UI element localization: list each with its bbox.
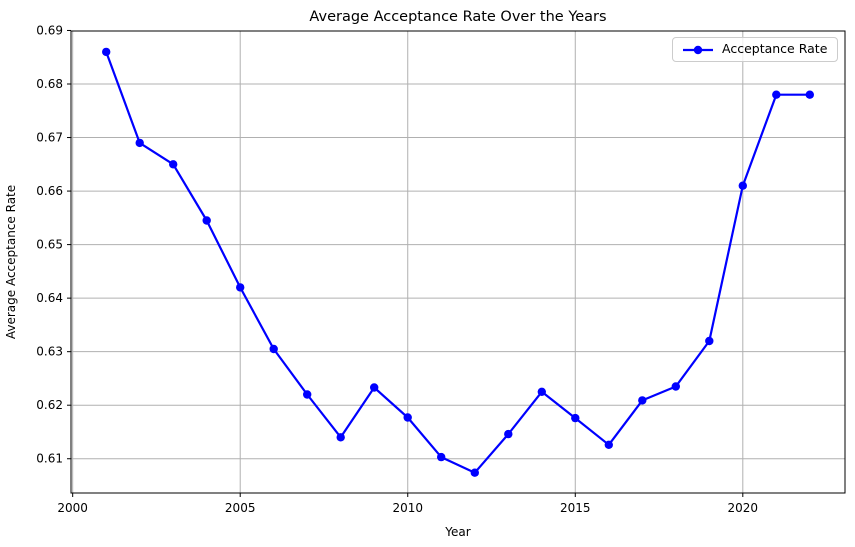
y-axis-label: Average Acceptance Rate [4,185,18,339]
data-point-2008 [336,433,345,442]
data-point-2019 [705,336,714,346]
x-tick-label: 2005 [225,501,256,515]
data-point-2012 [470,468,479,477]
x-tick-label: 2020 [728,501,759,515]
data-point-2002 [135,138,144,148]
y-tick-label: 0.61 [36,452,63,466]
legend: Acceptance Rate [672,37,839,62]
data-point-2020 [738,181,747,190]
data-point-2018 [671,382,680,391]
y-tick-label: 0.63 [36,345,63,359]
data-point-2005 [236,283,245,292]
data-point-2009 [370,383,379,392]
data-point-2003 [169,160,178,169]
data-point-2014 [537,387,546,396]
data-point-2010 [403,413,412,422]
data-point-2022 [805,90,814,99]
data-point-2017 [638,396,647,405]
data-point-2001 [102,47,111,57]
legend-label: Acceptance Rate [722,41,828,57]
plot-border [70,30,846,494]
y-tick-label: 0.62 [36,398,63,412]
plot-area: 2000 2005 2010 2015 2020 0.61 0.62 0.63 0.64 0.65… [36,23,846,515]
y-tick-label: 0.69 [36,23,63,37]
data-point-2015 [571,413,580,423]
data-point-2007 [303,390,312,399]
data-point-2011 [437,452,446,462]
y-tick-label: 0.64 [36,291,63,305]
legend-line-marker-icon [683,45,713,54]
y-tick-label: 0.66 [36,184,63,198]
acceptance-rate-line [105,50,811,474]
x-tick-label: 2010 [392,501,423,515]
data-point-2021 [772,90,781,99]
chart-title: Average Acceptance Rate Over the Years [309,9,606,25]
y-tick-label: 0.68 [36,77,63,91]
data-point-2006 [269,344,278,354]
data-point-2004 [202,216,211,225]
data-point-2013 [504,429,513,439]
data-point-2016 [604,440,613,449]
x-axis-label: Year [444,525,470,539]
x-tick-label: 2000 [57,501,88,515]
y-tick-label: 0.67 [36,131,63,145]
y-tick-label: 0.65 [36,238,63,252]
x-tick-label: 2015 [560,501,591,515]
